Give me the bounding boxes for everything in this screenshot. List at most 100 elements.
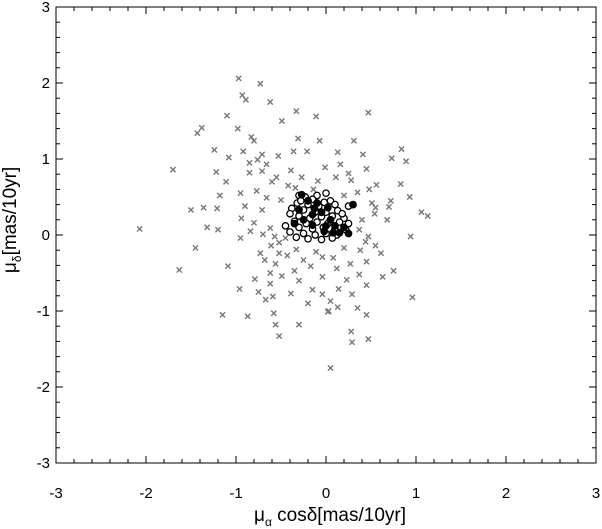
data-point-filled-circle [308,221,317,230]
data-point-cross [276,239,283,246]
data-point-cross [357,247,364,254]
data-point-cross [262,296,269,303]
data-point-cross [277,196,285,204]
data-point-open-circle [296,196,305,205]
data-point-cross [250,137,258,144]
data-point-cross [363,282,370,289]
data-point-cross [263,194,270,201]
data-point-cross [259,168,266,175]
data-point-cross [261,256,268,264]
y-tick-label: -1 [37,303,50,320]
data-point-cross [354,304,361,312]
data-point-open-circle [317,235,326,244]
data-point-cross [237,190,244,197]
data-point-cross [398,146,405,153]
data-point-cross [314,177,321,185]
data-point-cross [319,253,326,261]
data-point-cross [240,148,247,155]
data-point-cross [259,151,266,158]
data-point-cross [327,364,334,372]
data-point-cross [237,234,244,242]
data-point-cross [348,328,355,335]
data-point-filled-circle [317,208,326,217]
data-point-cross [365,233,372,240]
data-point-cross [276,250,283,257]
data-point-cross [424,212,431,220]
data-point-cross [214,226,222,233]
data-point-cross [340,192,348,199]
data-point-cross [272,260,279,267]
data-point-open-circle [299,229,308,238]
data-point-cross [340,244,348,252]
data-point-cross [322,164,329,171]
data-point-cross [200,204,207,211]
data-point-cross [236,285,243,293]
data-point-filled-circle [326,215,335,224]
data-point-cross [213,168,220,176]
x-tick-label: 3 [592,485,600,502]
data-point-open-circle [286,209,294,218]
data-point-cross [287,290,294,297]
data-point-cross [337,161,344,168]
data-point-cross [343,276,350,283]
data-point-cross [366,186,373,193]
data-point-cross [356,226,363,233]
data-point-cross [388,155,395,162]
data-point-cross [194,130,201,137]
data-point-cross [257,80,264,87]
data-point-cross [363,258,370,265]
data-point-filled-circle [297,190,306,199]
data-point-cross [224,263,231,270]
data-point-filled-circle [331,221,339,230]
data-point-cross [267,225,274,232]
data-point-cross [373,181,380,188]
data-point-cross [223,178,230,185]
data-point-cross [214,205,221,212]
data-point-cross [350,137,357,144]
data-point-cross [278,117,285,125]
data-point-cross [379,273,386,280]
x-tick-label: -1 [229,485,242,502]
y-tick-label: -3 [37,455,50,472]
data-point-cross [192,244,199,252]
data-point-cross [216,192,223,199]
data-point-cross [253,187,260,195]
data-point-cross [372,242,379,249]
data-point-cross [269,293,276,300]
data-point-cross [187,206,195,214]
data-point-cross [268,242,275,249]
data-point-cross [356,271,363,278]
data-point-cross [198,124,205,131]
data-point-cross [244,313,251,320]
data-point-cross [390,267,397,274]
data-point-cross [295,277,303,284]
data-point-cross [273,174,280,181]
data-point-cross [407,233,414,240]
data-point-cross [246,159,253,166]
data-point-filled-circle [322,221,330,230]
data-point-cross [354,189,361,196]
data-point-cross [307,263,314,270]
data-point-cross [267,280,274,287]
tick-labels: -3 -2 -1 0 1 2 3 -3 -2 -1 0 1 2 3 [37,0,601,502]
data-point-cross [309,286,316,293]
data-point-open-circle [311,231,320,239]
data-point-cross [235,75,242,82]
y-tick-label: -2 [37,379,50,396]
data-point-cross [255,288,262,296]
data-point-cross [347,260,354,267]
data-point-cross [248,133,255,141]
data-point-cross [397,180,404,188]
data-point-cross [250,219,258,226]
data-point-cross [385,203,393,210]
data-point-cross [319,273,326,280]
x-tick-label: 0 [322,485,330,502]
y-axis-label: μδ[mas/10yr] [0,166,24,274]
data-point-cross [310,186,317,193]
data-point-cross [241,203,249,210]
data-point-cross [272,321,279,328]
data-point-cross [332,174,339,181]
data-point-open-circle [286,228,294,236]
data-point-filled-circle [340,223,348,232]
